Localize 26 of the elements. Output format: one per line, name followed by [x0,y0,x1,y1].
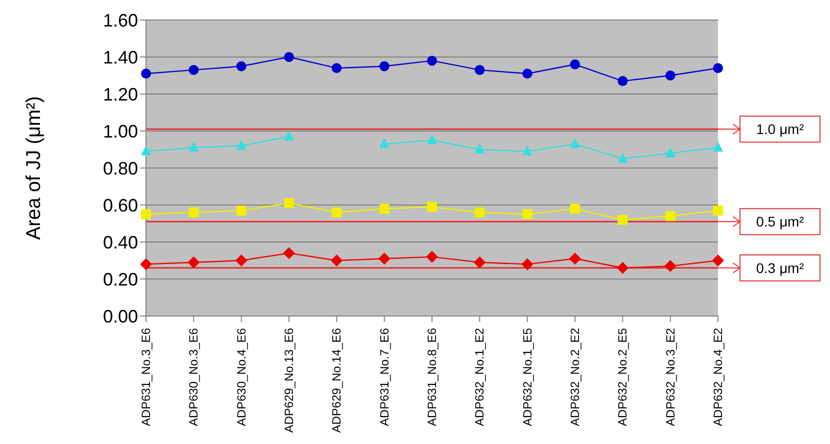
y-tick-label: 0.60 [102,195,138,216]
x-tick-label: ADP631_No.7_E6 [377,328,392,426]
x-tick-label: ADP632_No.2_E2 [568,328,582,426]
y-tick-label: 1.40 [102,47,138,68]
x-tick-label: ADP632_No.1_E5 [520,328,534,426]
y-tick-label: 0.40 [102,232,138,252]
y-tick-label: 0.20 [102,269,138,290]
x-tick-label: ADP632_No.4_E2 [711,328,725,426]
ref-line-label: 0.5 μm² [756,214,804,230]
y-tick-label: 0.80 [102,158,138,178]
y-axis-title: Area of JJ (μm²) [23,96,45,240]
x-tick-label: ADP632_No.2_E5 [616,328,630,426]
ref-line-label: 0.3 μm² [756,260,804,276]
x-tick-label: ADP631_No.3_E6 [139,328,153,426]
y-tick-label: 1.60 [102,10,138,30]
x-tick-label: ADP630_No.4_E6 [234,328,248,426]
ref-line-label: 1.0 μm² [756,121,804,138]
x-tick-label: ADP632_No.1_E2 [472,328,487,426]
x-tick-label: ADP629_No.13_E6 [282,328,296,433]
x-tick-label: ADP632_No.3_E2 [663,328,678,426]
y-tick-label: 0.00 [102,306,138,326]
y-tick-label: 1.00 [102,121,138,142]
x-tick-label: ADP631_No.8_E6 [425,328,439,426]
x-tick-label: ADP629_No.14_E6 [330,328,344,433]
x-tick-label: ADP630_No.3_E6 [186,328,201,426]
y-tick-label: 1.20 [102,84,138,104]
